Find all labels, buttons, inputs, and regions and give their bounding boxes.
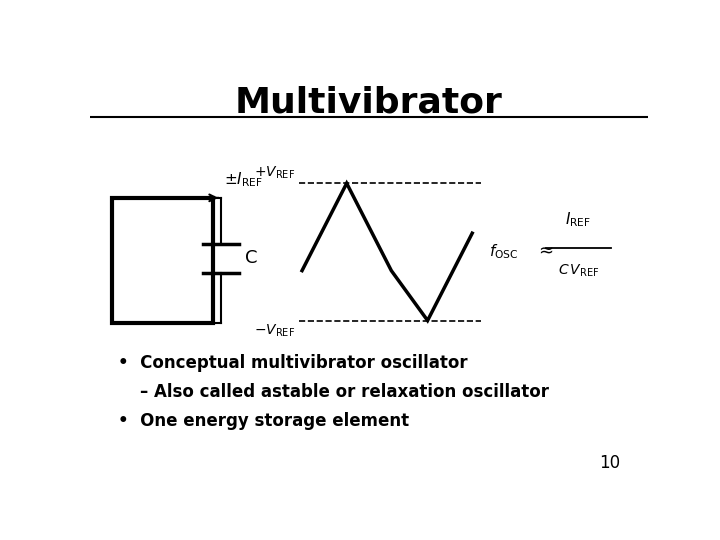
Text: •  Conceptual multivibrator oscillator: • Conceptual multivibrator oscillator <box>118 354 467 372</box>
Text: $f_{\mathrm{OSC}}$: $f_{\mathrm{OSC}}$ <box>489 242 518 261</box>
Bar <box>112 198 213 322</box>
Text: Multivibrator: Multivibrator <box>235 85 503 119</box>
Text: 10: 10 <box>599 454 620 472</box>
Text: $\approx$: $\approx$ <box>536 241 554 259</box>
Text: •  One energy storage element: • One energy storage element <box>118 412 409 430</box>
Text: $I_{\mathrm{REF}}$: $I_{\mathrm{REF}}$ <box>565 211 591 229</box>
Text: – Also called astable or relaxation oscillator: – Also called astable or relaxation osci… <box>140 383 549 401</box>
Text: $-V_{\mathrm{REF}}$: $-V_{\mathrm{REF}}$ <box>253 322 294 339</box>
Text: $+V_{\mathrm{REF}}$: $+V_{\mathrm{REF}}$ <box>253 165 294 181</box>
Text: $C\,V_{\mathrm{REF}}$: $C\,V_{\mathrm{REF}}$ <box>557 262 599 279</box>
Text: $\pm I_{\mathrm{REF}}$: $\pm I_{\mathrm{REF}}$ <box>224 170 263 188</box>
Text: C: C <box>245 249 257 267</box>
